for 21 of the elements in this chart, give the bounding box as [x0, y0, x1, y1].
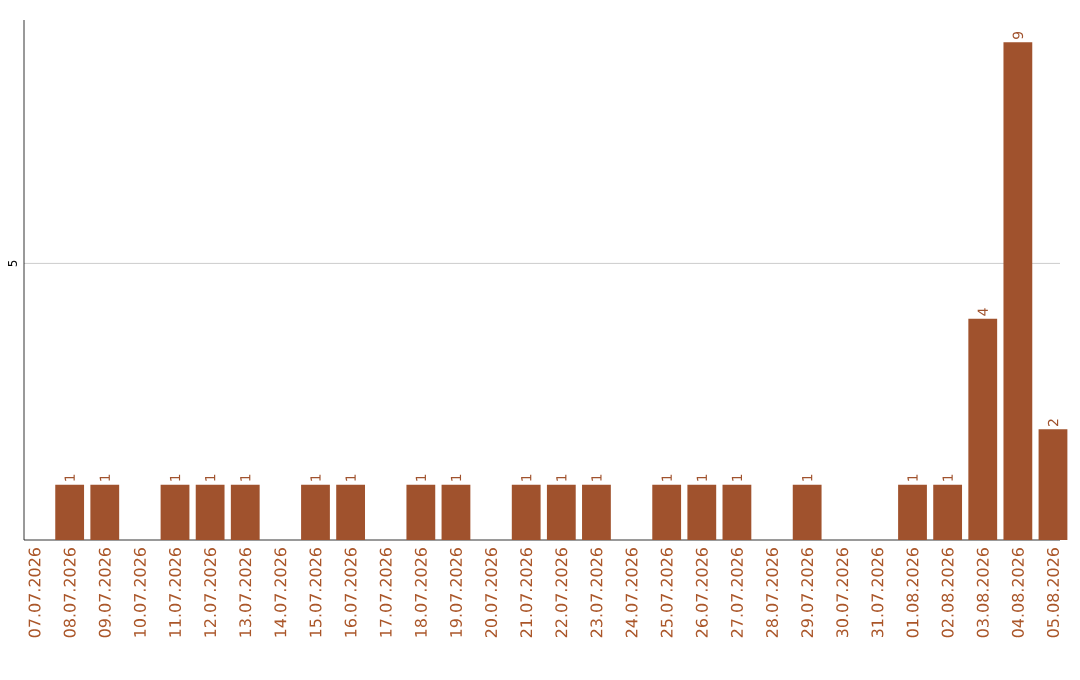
bar — [230, 484, 260, 540]
bar — [511, 484, 541, 540]
bar — [406, 484, 436, 540]
bar — [582, 484, 611, 540]
bar — [652, 484, 682, 540]
bar — [1003, 42, 1033, 540]
bar — [195, 484, 225, 540]
bar — [90, 484, 120, 540]
bar — [160, 484, 190, 540]
bar — [722, 484, 752, 540]
bar — [792, 484, 822, 540]
bar — [687, 484, 717, 540]
bar — [301, 484, 330, 540]
bar — [1038, 429, 1068, 540]
bar — [336, 484, 366, 540]
bar — [898, 484, 927, 540]
bar — [55, 484, 85, 540]
bar — [546, 484, 576, 540]
bar — [933, 484, 963, 540]
bar — [441, 484, 471, 540]
bar — [968, 318, 998, 540]
